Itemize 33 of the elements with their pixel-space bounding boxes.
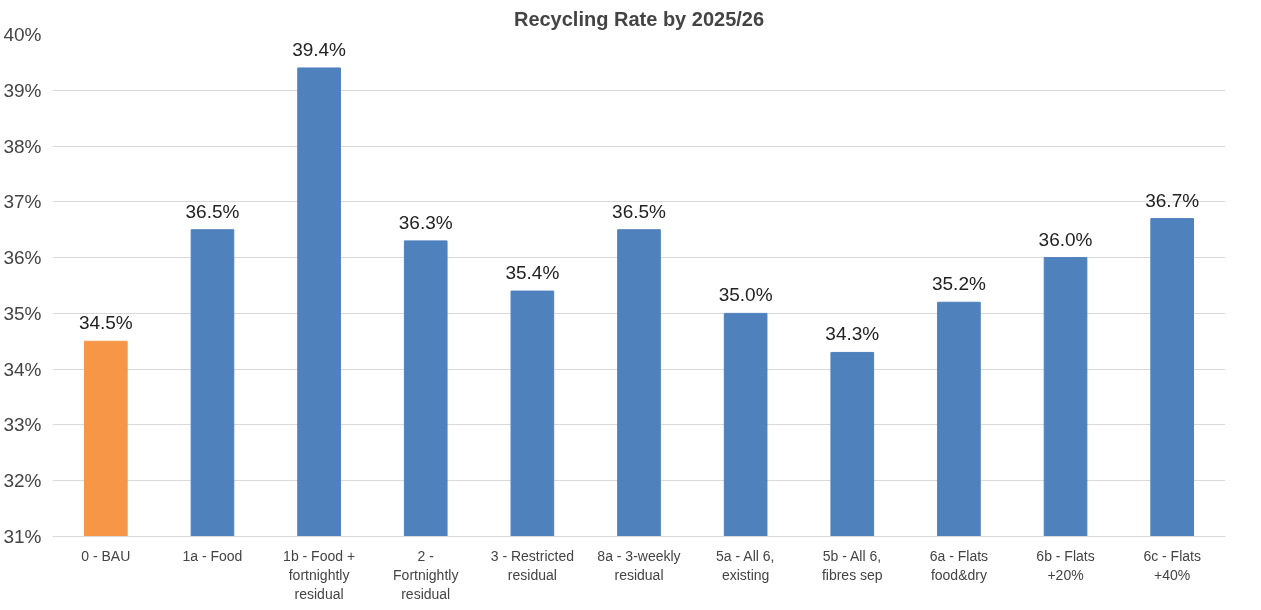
x-tick-label: 6a - Flats food&dry bbox=[929, 547, 989, 583]
y-tick-label: 33% bbox=[3, 414, 42, 436]
chart-title: Recycling Rate by 2025/26 bbox=[513, 7, 765, 30]
data-label: 34.3% bbox=[825, 323, 880, 345]
y-tick-label: 37% bbox=[3, 191, 42, 213]
y-tick-label: 31% bbox=[3, 526, 42, 547]
data-label: 35.4% bbox=[505, 262, 560, 284]
x-tick-label: 6c - Flats +40% bbox=[1143, 547, 1201, 583]
y-tick-label: 34% bbox=[3, 358, 42, 380]
x-tick-label: 3 - Restricted residual bbox=[490, 547, 574, 583]
data-label: 36.5% bbox=[612, 200, 667, 222]
x-tick-label: 2 - Fortnightly residual bbox=[393, 547, 459, 602]
x-tick-label: 1a - Food bbox=[182, 547, 243, 564]
x-tick-label: 0 - BAU bbox=[81, 547, 131, 564]
data-label: 34.5% bbox=[78, 312, 133, 334]
data-label: 36.5% bbox=[185, 200, 240, 222]
y-tick-label: 39% bbox=[3, 79, 42, 101]
y-tick-label: 36% bbox=[3, 247, 42, 269]
data-label: 36.0% bbox=[1038, 228, 1093, 250]
y-tick-label: 35% bbox=[3, 302, 42, 324]
x-tick-label: 1b - Food + fortnightly residual bbox=[283, 547, 356, 602]
data-label: 36.7% bbox=[1145, 189, 1200, 211]
x-tick-label: 5a - All 6, existing bbox=[716, 547, 775, 583]
data-label: 36.3% bbox=[398, 211, 453, 233]
x-tick-label: 6b - Flats +20% bbox=[1036, 547, 1095, 583]
y-tick-label: 32% bbox=[3, 470, 42, 492]
data-label: 35.2% bbox=[931, 273, 986, 295]
x-tick-label: 5b - All 6, fibres sep bbox=[821, 547, 883, 583]
y-tick-label: 38% bbox=[3, 135, 42, 157]
data-label: 35.0% bbox=[718, 284, 773, 306]
x-tick-label: 8a - 3-weekly residual bbox=[597, 547, 681, 583]
data-label: 39.4% bbox=[292, 38, 347, 60]
y-tick-label: 40% bbox=[3, 24, 42, 45]
